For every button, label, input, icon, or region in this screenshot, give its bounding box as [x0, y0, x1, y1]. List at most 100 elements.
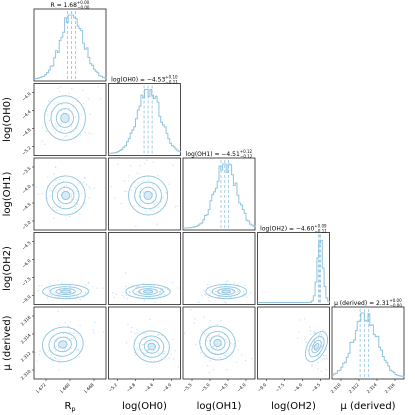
y-tick-label: −4.4 [21, 109, 32, 120]
sample-point [69, 331, 71, 334]
sample-point [209, 289, 211, 291]
sample-point [206, 364, 209, 367]
sample-point [93, 187, 95, 189]
sample-point [237, 349, 239, 351]
sample-point [49, 283, 51, 285]
density-contour [308, 335, 325, 358]
y-label-oh2: log(OH2) [2, 246, 13, 291]
sample-point [208, 293, 211, 296]
sample-point [41, 284, 43, 287]
sample-point [135, 292, 137, 294]
sample-point [47, 197, 49, 199]
sample-point [172, 338, 174, 340]
sample-point [242, 290, 245, 293]
sample-point [128, 180, 130, 182]
sample-point [223, 354, 226, 357]
x-tick-label: 1.660 [59, 382, 71, 394]
sample-point [141, 348, 143, 351]
y-tick-label: 2.314 [20, 332, 32, 344]
sample-point [218, 334, 220, 336]
density-contour [142, 289, 154, 294]
y-tick-label: −4.5 [21, 201, 32, 212]
sample-point [84, 291, 86, 293]
sample-point [69, 292, 72, 294]
sample-point [138, 173, 140, 175]
sample-point [313, 344, 315, 347]
sample-point [322, 329, 324, 331]
density-contour [221, 289, 231, 294]
sample-point [149, 318, 151, 321]
sample-point [225, 338, 227, 341]
sample-point [52, 206, 54, 209]
sample-point [123, 296, 125, 299]
y-tick-label: 2.316 [20, 314, 32, 326]
sample-point [317, 337, 320, 339]
sample-point [50, 354, 53, 356]
sample-point [215, 347, 218, 349]
sample-point [43, 143, 46, 145]
sample-point [147, 176, 150, 178]
x-tick-label: 2.314 [366, 382, 378, 394]
sample-point [134, 186, 136, 189]
y-tick-label: −4.0 [21, 183, 32, 194]
sample-point [91, 285, 94, 288]
density-contour [311, 339, 322, 354]
sample-point [60, 128, 62, 131]
density-contour [139, 335, 165, 358]
sample-point [65, 184, 68, 187]
sample-point [165, 192, 167, 194]
sample-point [309, 333, 312, 335]
sample-point [321, 345, 323, 347]
y-tick-label: −4.5 [21, 240, 32, 251]
sample-point [237, 340, 240, 342]
sample-point [88, 98, 90, 100]
density-contour [134, 181, 162, 210]
hist-oh0 [108, 89, 181, 154]
density-contour [61, 190, 71, 200]
sample-point [242, 295, 245, 298]
sample-point [92, 329, 95, 331]
panels [33, 8, 405, 380]
sample-point [176, 205, 179, 208]
sample-point [156, 223, 159, 225]
density-contour [217, 288, 236, 295]
title-oh0: log(OH0) = −4.53+0.10 −0.11 [111, 75, 178, 85]
density-contour [42, 283, 90, 300]
sample-point [139, 291, 142, 293]
sample-point [317, 368, 319, 370]
sample-point [163, 290, 165, 293]
sample-point [35, 186, 38, 188]
pair-contours [110, 159, 179, 227]
sample-point [51, 125, 53, 127]
sample-point [80, 113, 83, 116]
hist-oh2 [257, 239, 330, 303]
hist-panel-rp [33, 8, 107, 82]
sample-point [325, 368, 328, 371]
sample-point [194, 318, 196, 320]
sample-point [190, 309, 192, 311]
sample-point [153, 349, 155, 352]
sample-point [68, 121, 70, 123]
sample-point [53, 172, 55, 175]
density-contour [55, 108, 75, 128]
sample-point [53, 217, 55, 219]
sample-point [58, 292, 61, 294]
sample-point [174, 206, 177, 208]
sample-point [37, 289, 40, 292]
sample-point [68, 92, 70, 94]
y-tick-label: −5.2 [21, 145, 32, 156]
sample-point [69, 352, 72, 354]
sample-point [72, 338, 75, 340]
density-contour [138, 288, 158, 295]
y-tick-label: −6.0 [21, 258, 32, 269]
sample-point [326, 357, 328, 359]
density-contour [58, 340, 68, 349]
sample-point [89, 187, 91, 190]
sample-point [244, 359, 247, 362]
sample-point [101, 287, 104, 289]
sample-point [57, 347, 60, 349]
y-label-oh1: log(OH1) [2, 172, 13, 217]
hist-rp [34, 14, 107, 80]
sample-point [71, 125, 73, 128]
sample-point [177, 287, 179, 289]
